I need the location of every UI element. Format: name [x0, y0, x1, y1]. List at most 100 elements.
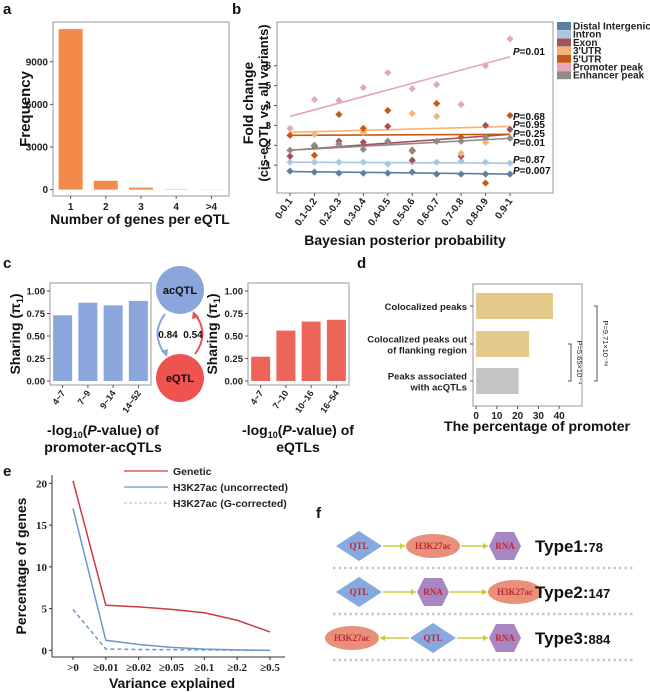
panel-a-bar-chart: 0 3000 6000 9000 1 2 3 4 >4 Frequency Number of… [17, 21, 230, 227]
bar-colocalized-peaks [476, 293, 553, 319]
rna-hexagon-node [417, 578, 449, 606]
legend-label: 5'UTR [573, 54, 602, 65]
x-tick-label: 16~54 [318, 388, 341, 414]
point-promoter-peak [433, 81, 441, 89]
y-tick-label: 1.00 [225, 287, 244, 298]
qtl-diamond-node [336, 531, 382, 561]
legend-label: Genetic [173, 466, 212, 478]
bar-1 [58, 29, 83, 190]
legend-swatch [557, 30, 571, 39]
bar-peaks-associated-with-acqtls [476, 368, 519, 394]
qtl-diamond-node [410, 623, 456, 653]
panel-e-line-chart: 0 5 10 15 20 >0 ≥0.01 ≥0.02 ≥0.05 ≥0.1 ≥0.2 ≥0.5 Gen… [13, 466, 288, 691]
x-tick-label: 0.6-0.7 [415, 196, 442, 228]
bar-14~52 [128, 300, 148, 381]
plot-frame [472, 283, 583, 407]
bar-4~7 [53, 315, 73, 381]
trend-line-promoter-peak [289, 56, 511, 118]
legend-label: Intron [573, 30, 601, 41]
arrow-right-icon [400, 543, 405, 549]
x-axis-label-line2: eQTLs [276, 439, 320, 455]
x-axis-label-line1: -log10(P-value) of [47, 422, 159, 440]
y-tick-label: 20 [36, 478, 48, 490]
panel-letter-b: b [232, 1, 241, 18]
point-distal-intergenic [408, 168, 416, 176]
x-tick-label: 10~16 [293, 388, 316, 414]
x-tick-label: 1 [68, 202, 74, 213]
trend-line-3-utr [289, 125, 511, 134]
y-tick-label: 0.00 [27, 377, 46, 388]
legend-swatch [557, 46, 571, 55]
y-axis-label-line1: Fold change [240, 62, 256, 145]
h3k27ac-ellipse-node [325, 626, 379, 650]
point-distal-intergenic [457, 170, 465, 178]
point-promoter-peak [384, 69, 392, 77]
point-promoter-peak [359, 84, 367, 92]
type-count: 884 [589, 632, 611, 647]
point-enhancer-peak [384, 137, 392, 145]
point-distal-intergenic [506, 170, 514, 178]
y-tick-label: 1.00 [27, 287, 46, 298]
x-tick-label: 0 [473, 411, 479, 422]
plot-frame [276, 21, 554, 194]
type-label: Type3:884 [535, 629, 611, 648]
point-exon [286, 152, 294, 160]
point-distal-intergenic [433, 170, 441, 178]
node-label: H3K27ac [334, 633, 370, 643]
p-value-annotation: P=9.71×10⁻³⁶ [601, 320, 610, 366]
category-label: of flanking region [387, 346, 467, 357]
y-tick-label: 10 [36, 562, 48, 574]
sharing-diagram: acQTL eQTL 0.84 0.54 [156, 266, 204, 402]
type-count: 78 [589, 540, 603, 555]
h3k27ac-ellipse-node [488, 580, 542, 604]
point-3-utr [359, 128, 367, 136]
p-value-label: P=0.87 [513, 155, 545, 166]
point-5-utr [335, 110, 343, 119]
legend-label: H3K27ac (uncorrected) [173, 482, 288, 494]
point-exon [506, 125, 514, 133]
p-value: =0.25 [520, 129, 546, 140]
point-promoter-peak [408, 85, 416, 93]
y-tick-label: 0.75 [27, 309, 46, 320]
series-line-h3k27ac-uncorrected- [72, 508, 271, 652]
point-5-utr [506, 111, 514, 120]
acqtl-node-label: acQTL [163, 285, 198, 297]
point-distal-intergenic [384, 169, 392, 177]
y-axis-label: Sharing (π1) [204, 293, 222, 374]
bar-2 [93, 180, 118, 190]
point-distal-intergenic [359, 169, 367, 177]
y-tick-label: 6000 [26, 100, 49, 111]
x-axis-label: The percentage of promoter [444, 418, 630, 434]
point-enhancer-peak [433, 137, 441, 145]
x-axis-label: Number of genes per eQTL [50, 211, 230, 227]
arrow-right-icon [411, 589, 416, 595]
point-intron [359, 158, 367, 166]
p-value: =0.01 [520, 138, 546, 149]
series-line-genetic [72, 480, 271, 633]
trend-line-distal-intergenic [289, 170, 511, 175]
category-label: Peaks associated [388, 372, 467, 383]
arrowhead-down [161, 349, 168, 357]
point-5-utr [286, 131, 294, 139]
point-intron [506, 159, 514, 167]
legend-label: 3'UTR [573, 46, 602, 57]
node-label: H3K27ac [415, 541, 451, 551]
point-exon [384, 122, 392, 130]
x-tick-label: >4 [206, 202, 218, 213]
category-label: with acQTLs [410, 383, 467, 394]
point-enhancer-peak [359, 145, 367, 153]
plot-frame [247, 282, 350, 386]
p-value-annotation: P=5.65×10⁻⁴ [575, 341, 584, 385]
point-3-utr [310, 130, 319, 138]
arrow-right-icon [482, 589, 487, 595]
y-tick-label: 1 [265, 161, 271, 172]
type-name: Type2: [535, 583, 589, 602]
legend-swatch [557, 63, 571, 71]
category-label: Colocalized peaks out [367, 335, 468, 346]
point-3-utr [481, 138, 490, 146]
y-tick-label: 0.50 [225, 332, 244, 343]
y-tick-label: 5 [265, 81, 271, 92]
h3k27ac-ellipse-node [406, 534, 460, 558]
plot-frame [49, 282, 152, 386]
x-tick-label: 14~52 [120, 388, 143, 414]
